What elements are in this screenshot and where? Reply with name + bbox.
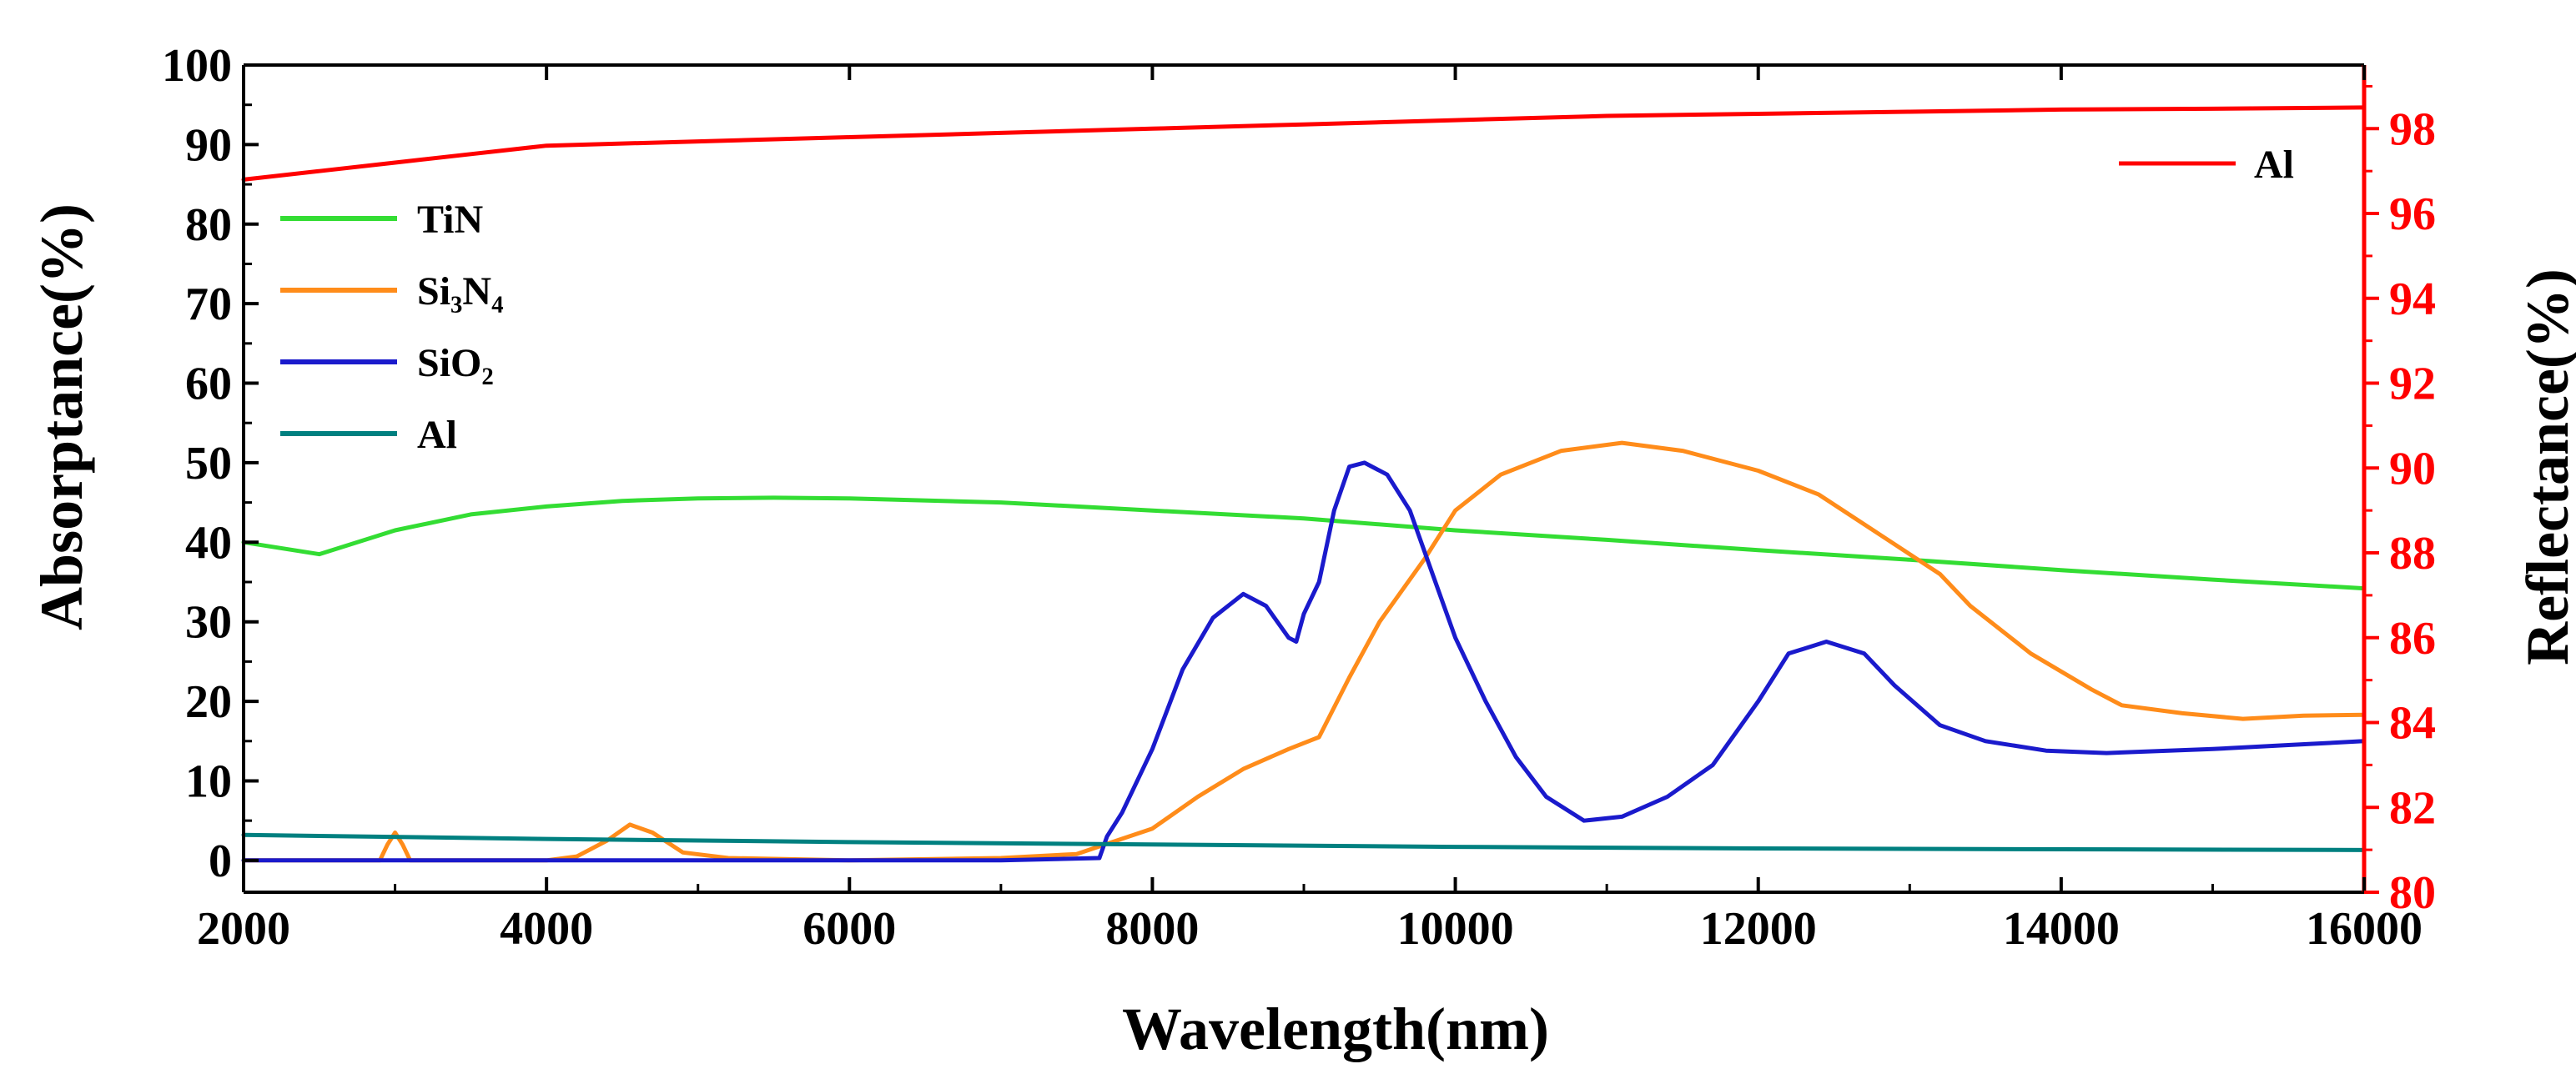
legend-right: Al	[2119, 143, 2294, 187]
y-axis-left-title: Absorptance(%)	[28, 203, 95, 630]
x-tick-label: 16000	[2306, 903, 2423, 955]
series-layer	[241, 105, 2367, 863]
x-tick-label: 4000	[500, 903, 593, 955]
y-right-tick-label: 94	[2389, 274, 2436, 325]
x-axis-title: Wavelength(nm)	[1122, 996, 1549, 1062]
y-left-tick-label: 60	[185, 359, 232, 410]
ticks-layer: 2000 4000 6000 8000 10000 12000 14000 16000 0 10 2…	[162, 40, 2436, 955]
x-tick-label: 12000	[1700, 903, 1817, 955]
y-left-tick-label: 0	[209, 836, 232, 887]
y-left-tick-label: 70	[185, 279, 232, 330]
series-line-reflectance-al	[241, 105, 2367, 182]
y-left-tick-label: 80	[185, 199, 232, 251]
x-tick-label: 6000	[802, 903, 896, 955]
y-right-tick-label: 86	[2389, 613, 2436, 665]
legend-label: Si₃N₄	[417, 269, 503, 314]
y-right-tick-label: 82	[2389, 782, 2436, 834]
y-right-tick-label: 80	[2389, 867, 2436, 919]
y-left-tick-label: 10	[185, 755, 232, 807]
legend-label: Al	[2254, 143, 2294, 187]
legend-left: TiN Si₃N₄ SiO₂ Al	[280, 198, 503, 457]
y-axis-right-title: Reflectance(%)	[2514, 268, 2576, 665]
y-left-tick-label: 40	[185, 517, 232, 569]
y-right-tick-label: 92	[2389, 359, 2436, 410]
y-left-tick-label: 90	[185, 119, 232, 171]
y-left-tick-label: 20	[185, 676, 232, 728]
x-tick-label: 8000	[1105, 903, 1199, 955]
y-left-tick-label: 100	[162, 40, 232, 92]
y-right-tick-label: 88	[2389, 528, 2436, 580]
series-line-absorptance-al	[241, 832, 2367, 852]
legend-label: SiO₂	[417, 341, 494, 385]
x-tick-label: 14000	[2003, 903, 2120, 955]
y-left-tick-label: 50	[185, 438, 232, 489]
y-right-tick-label: 84	[2389, 698, 2436, 750]
x-tick-label: 2000	[197, 903, 290, 955]
y-right-tick-label: 98	[2389, 103, 2436, 155]
y-left-tick-label: 30	[185, 597, 232, 649]
series-line-absorptance-tin	[241, 495, 2367, 591]
y-right-tick-label: 96	[2389, 188, 2436, 240]
x-tick-label: 10000	[1397, 903, 1514, 955]
y-right-tick-label: 90	[2389, 443, 2436, 494]
series-line-absorptance-sio	[241, 460, 2367, 863]
legend-label: Al	[417, 413, 457, 457]
legend-label: TiN	[417, 198, 483, 242]
